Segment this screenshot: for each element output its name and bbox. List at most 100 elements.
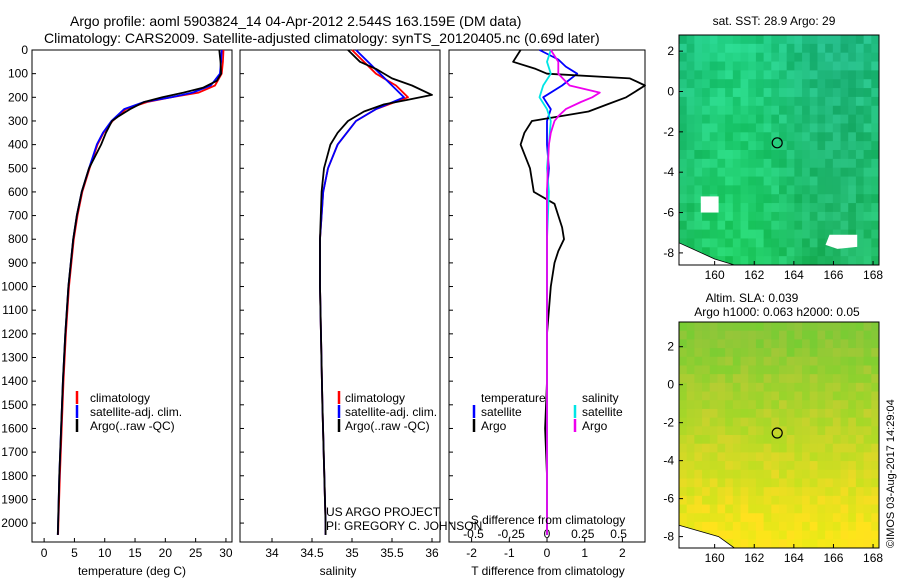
map-cell <box>755 504 765 514</box>
map-cell <box>840 211 849 222</box>
map-cell <box>825 256 834 266</box>
map-cell <box>763 487 772 497</box>
map-cell <box>763 408 772 419</box>
map-cell <box>832 391 842 401</box>
map-cell <box>748 238 757 248</box>
map-cell <box>740 141 749 151</box>
map-cell <box>809 400 818 410</box>
sla-map-title: Altim. SLA: 0.039 <box>706 291 799 305</box>
map-cell <box>840 365 849 375</box>
map-cell <box>763 443 772 453</box>
map-cell <box>840 167 849 178</box>
map-cell <box>771 426 780 436</box>
map-cell <box>832 96 842 107</box>
map-cell <box>709 52 718 63</box>
map-cell <box>786 408 795 419</box>
sla-map: 160 162 164 166 168 2 0 -2 -4 -6 -8 <box>663 321 883 565</box>
map-cell <box>779 70 788 80</box>
map-cell <box>848 391 857 401</box>
map-cell <box>771 96 780 107</box>
x-tick-label: 5 <box>71 546 78 560</box>
map-cell <box>855 123 865 133</box>
map-cell <box>763 521 772 532</box>
map-cell <box>832 185 842 195</box>
map-cell <box>809 461 818 471</box>
map-cell <box>855 356 865 366</box>
map-cell <box>771 443 780 453</box>
map-cell <box>679 194 688 204</box>
map-cell <box>679 70 688 80</box>
map-cell <box>779 132 788 142</box>
missing-data-patch <box>825 234 858 249</box>
map-cell <box>779 400 788 410</box>
map-cell <box>717 365 726 375</box>
map-cell <box>871 382 880 393</box>
map-cell <box>848 521 857 532</box>
map-cell <box>740 504 749 514</box>
map-cell <box>863 504 872 514</box>
map-cell <box>825 400 834 410</box>
map-cell <box>855 176 865 186</box>
map-cell <box>694 158 703 169</box>
map-cell <box>825 487 834 497</box>
map-cell <box>763 339 772 349</box>
map-cell <box>809 176 818 186</box>
map-cell <box>709 70 718 80</box>
map-cell <box>871 88 880 98</box>
map-cell <box>855 382 865 393</box>
map-cell <box>779 417 788 427</box>
map-cell <box>855 114 865 124</box>
map-cell <box>717 203 726 213</box>
series-line-t-argo <box>512 49 646 535</box>
map-cell <box>679 495 688 506</box>
temperature-plot-frame <box>31 49 233 543</box>
map-cell <box>855 256 865 266</box>
map-cell <box>794 513 803 523</box>
map-cell <box>802 452 811 462</box>
map-cell <box>786 426 795 436</box>
map-cell <box>702 504 711 514</box>
map-cell <box>848 229 857 239</box>
map-cell <box>817 194 826 204</box>
map-cell <box>748 114 757 124</box>
legend-argo-label: Argo(..raw -QC) <box>90 419 175 433</box>
map-cell <box>817 211 826 222</box>
map-cell <box>855 150 865 160</box>
map-cell <box>871 495 880 506</box>
map-cell <box>817 339 826 349</box>
map-cell <box>694 229 703 239</box>
map-cell <box>748 443 757 453</box>
map-cell <box>786 203 795 213</box>
map-cell <box>755 487 765 497</box>
map-cell <box>817 238 826 248</box>
map-cell <box>740 35 749 45</box>
map-cell <box>748 513 757 523</box>
map-frame <box>678 321 880 549</box>
map-cell <box>763 435 772 445</box>
map-cell <box>679 504 688 514</box>
map-cell <box>809 167 818 178</box>
map-cell <box>732 158 742 169</box>
map-cell <box>863 220 872 231</box>
map-cell <box>709 123 718 133</box>
map-cell <box>840 513 849 523</box>
map-cell <box>732 79 742 89</box>
map-cell <box>825 365 834 375</box>
map-cell <box>763 52 772 63</box>
map-cell <box>717 114 726 124</box>
map-cell <box>802 220 811 231</box>
map-cell <box>679 478 688 488</box>
map-cell <box>702 521 711 532</box>
map-cell <box>840 185 849 195</box>
map-cell <box>717 521 726 532</box>
map-cell <box>755 495 765 506</box>
map-cell <box>709 176 718 186</box>
map-cell <box>825 70 834 80</box>
map-cell <box>679 374 688 384</box>
map-cell <box>709 35 718 45</box>
map-cell <box>863 247 872 257</box>
map-cell <box>717 348 726 358</box>
map-cell <box>771 256 780 266</box>
map-cell <box>732 539 742 549</box>
map-cell <box>748 70 757 80</box>
